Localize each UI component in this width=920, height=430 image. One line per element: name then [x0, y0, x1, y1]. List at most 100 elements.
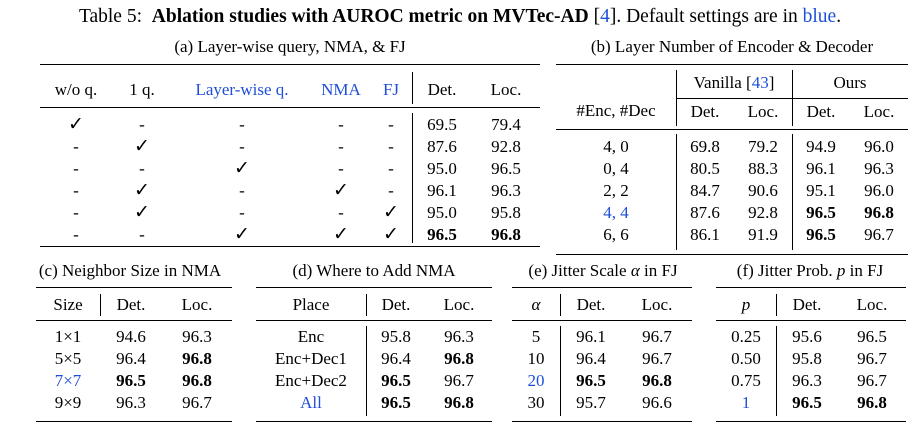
table-row: 20 96.5 96.8	[512, 370, 692, 392]
table-cell: 96.7	[857, 349, 887, 368]
header-cell: Place	[292, 295, 330, 314]
table-row: 5 96.1 96.7	[512, 326, 692, 348]
table-cell: -	[338, 137, 344, 156]
table-cell: 96.5	[381, 393, 411, 412]
header-cell: Loc.	[490, 80, 522, 99]
table-e-mid-rule	[512, 320, 692, 321]
table-b-row-header: #Enc, #Dec	[576, 101, 656, 120]
table-b-top-rule	[556, 64, 908, 65]
table-row: 2, 2 84.7 90.6 95.1 96.0	[556, 180, 908, 202]
table-cell: 96.8	[444, 393, 474, 412]
table-a-title: (a) Layer-wise query, NMA, & FJ	[174, 37, 406, 56]
table-d-mid-rule	[256, 320, 492, 321]
table-cell: 0, 4	[603, 159, 629, 178]
table-cell: 96.5	[857, 327, 887, 346]
header-cell: Loc.	[641, 295, 673, 314]
table-e-bottom-rule	[512, 421, 692, 422]
table-cell: -	[338, 159, 344, 178]
table-cell: 96.3	[182, 327, 212, 346]
table-cell: 6, 6	[603, 225, 629, 244]
check-cell: ✓	[333, 224, 349, 245]
table-f: p Det. Loc. 0.25 95.6 96.5 0.50 95.8 96.…	[716, 294, 906, 414]
vanilla-label: Vanilla	[693, 73, 742, 92]
table-row: 5×5 96.4 96.8	[36, 348, 232, 370]
table-e-vline-body	[560, 326, 561, 416]
table-b-vline-body-1	[676, 134, 677, 250]
table-f-title: (f) Jitter Prob. p in FJ	[708, 261, 912, 281]
header-cell: Det.	[381, 295, 411, 314]
vanilla-ref-link[interactable]: 43	[751, 73, 769, 92]
table-f-top-rule	[716, 287, 906, 288]
table-cell: 20	[527, 371, 545, 390]
table-b-vline-header-1	[676, 70, 677, 126]
table-row: 30 95.7 96.6	[512, 392, 692, 414]
table-cell: 5×5	[54, 349, 82, 368]
header-cell: Det.	[806, 102, 836, 121]
table-row: Enc+Dec1 96.4 96.8	[256, 348, 492, 370]
table-cell: 96.7	[182, 393, 212, 412]
table-row: 0.75 96.3 96.7	[716, 370, 906, 392]
table-cell: 96.5	[491, 159, 521, 178]
table-a-top-rule	[40, 64, 540, 65]
table-f-vline-header	[776, 294, 777, 316]
table-a-mid-rule	[40, 107, 540, 108]
table-f-title-post: in FJ	[849, 261, 884, 280]
table-row: 1×1 94.6 96.3	[36, 326, 232, 348]
table-c-mid-rule	[36, 320, 232, 321]
table-d: Place Det. Loc. Enc 95.8 96.3 Enc+Dec1 9…	[256, 294, 492, 414]
table-cell: 91.9	[748, 225, 778, 244]
table-b-vline-body-2	[792, 134, 793, 250]
caption-label: Table 5:	[78, 6, 143, 27]
check-cell: ✓	[333, 180, 349, 201]
table-cell: 95.0	[427, 203, 457, 222]
table-a-bottom-rule	[40, 246, 540, 247]
table-cell: 2, 2	[603, 181, 629, 200]
table-cell: -	[239, 203, 245, 222]
table-cell: Enc+Dec1	[275, 349, 347, 368]
table-cell: All	[300, 393, 322, 412]
table-cell: 0.50	[731, 349, 761, 368]
header-cell: Loc.	[856, 295, 888, 314]
table-cell: 92.8	[748, 203, 778, 222]
header-cell: Loc.	[747, 102, 779, 121]
table-row: Enc+Dec2 96.5 96.7	[256, 370, 492, 392]
table-d-top-rule	[256, 287, 492, 288]
check-cell: ✓	[383, 202, 399, 223]
table-row: - ✓ - ✓ - 96.1 96.3	[40, 180, 540, 202]
table-e-title-symbol: α	[630, 261, 640, 280]
table-cell: -	[388, 137, 394, 156]
caption-blue-word: blue	[802, 6, 837, 27]
caption-ref-link[interactable]: 4	[600, 6, 610, 27]
header-cell: α	[531, 295, 541, 314]
table-cell: 80.5	[690, 159, 720, 178]
table-cell: 96.8	[182, 371, 212, 390]
table-cell: 96.0	[864, 137, 894, 156]
table-cell: 96.4	[576, 349, 606, 368]
table-b-group-vanilla: Vanilla [43]	[676, 73, 792, 93]
table-cell: 96.5	[792, 393, 822, 412]
check-cell: ✓	[383, 224, 399, 245]
table-cell: -	[73, 159, 79, 178]
table-row: 10 96.4 96.7	[512, 348, 692, 370]
table-b-body: 4, 0 69.8 79.2 94.9 96.0 0, 4 80.5 88.3 …	[556, 136, 908, 246]
table-f-title-pre: (f) Jitter Prob.	[736, 261, 833, 280]
table-f-bottom-rule	[716, 421, 906, 422]
table-b-vline-header-2	[792, 70, 793, 126]
table-cell: 95.8	[491, 203, 521, 222]
table-cell: 87.6	[690, 203, 720, 222]
table-f-title-symbol: p	[836, 261, 846, 280]
table-cell: 9×9	[54, 393, 82, 412]
table-cell: 96.5	[381, 371, 411, 390]
table-cell: -	[388, 181, 394, 200]
table-cell: 79.2	[748, 137, 778, 156]
table-cell: -	[139, 115, 145, 134]
table-cell: -	[239, 137, 245, 156]
table-cell: 96.8	[444, 349, 474, 368]
table-row: - - ✓ - - 95.0 96.5	[40, 158, 540, 180]
header-cell: Size	[53, 295, 83, 314]
table-cell: 96.8	[642, 371, 672, 390]
table-cell: 96.1	[806, 159, 836, 178]
table-d-vline-body	[366, 326, 367, 416]
check-cell: ✓	[134, 180, 150, 201]
table-cell: 94.6	[116, 327, 146, 346]
